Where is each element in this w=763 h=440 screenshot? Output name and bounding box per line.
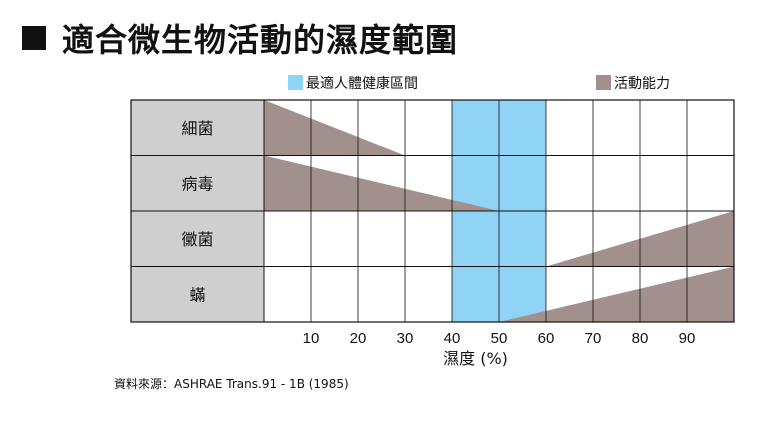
x-tick-label-90: 90 [679,330,696,347]
page-title: 適合微生物活動的濕度範圍 [62,21,459,59]
title-square-bullet [22,26,46,50]
x-tick-label-70: 70 [585,330,602,347]
row-label-4: 蟎 [189,285,205,304]
activity-wedge-2 [264,155,499,211]
x-tick-label-30: 30 [397,330,414,347]
legend-swatch-1 [288,75,303,90]
activity-wedge-1 [264,100,405,156]
legend-swatch-2 [596,75,611,90]
chart-frame [130,99,735,323]
legend-label-2: 活動能力 [614,76,670,92]
x-tick-label-40: 40 [444,330,461,347]
x-axis-label: 濕度 (%) [443,349,508,368]
x-tick-label-50: 50 [491,330,508,347]
row-label-2: 病毒 [181,174,213,193]
x-tick-label-60: 60 [538,330,555,347]
source-note: 資料來源：ASHRAE Trans.91 - 1B (1985) [114,377,349,391]
x-tick-label-10: 10 [303,330,320,347]
x-tick-label-20: 20 [350,330,367,347]
title-block: 適合微生物活動的濕度範圍 [22,14,458,62]
row-label-1: 細菌 [181,119,213,138]
activity-wedge-4 [499,266,734,322]
legend-label-1: 最適人體健康區間 [306,75,418,92]
row-label-3: 黴菌 [181,230,213,249]
x-tick-label-80: 80 [632,330,649,347]
